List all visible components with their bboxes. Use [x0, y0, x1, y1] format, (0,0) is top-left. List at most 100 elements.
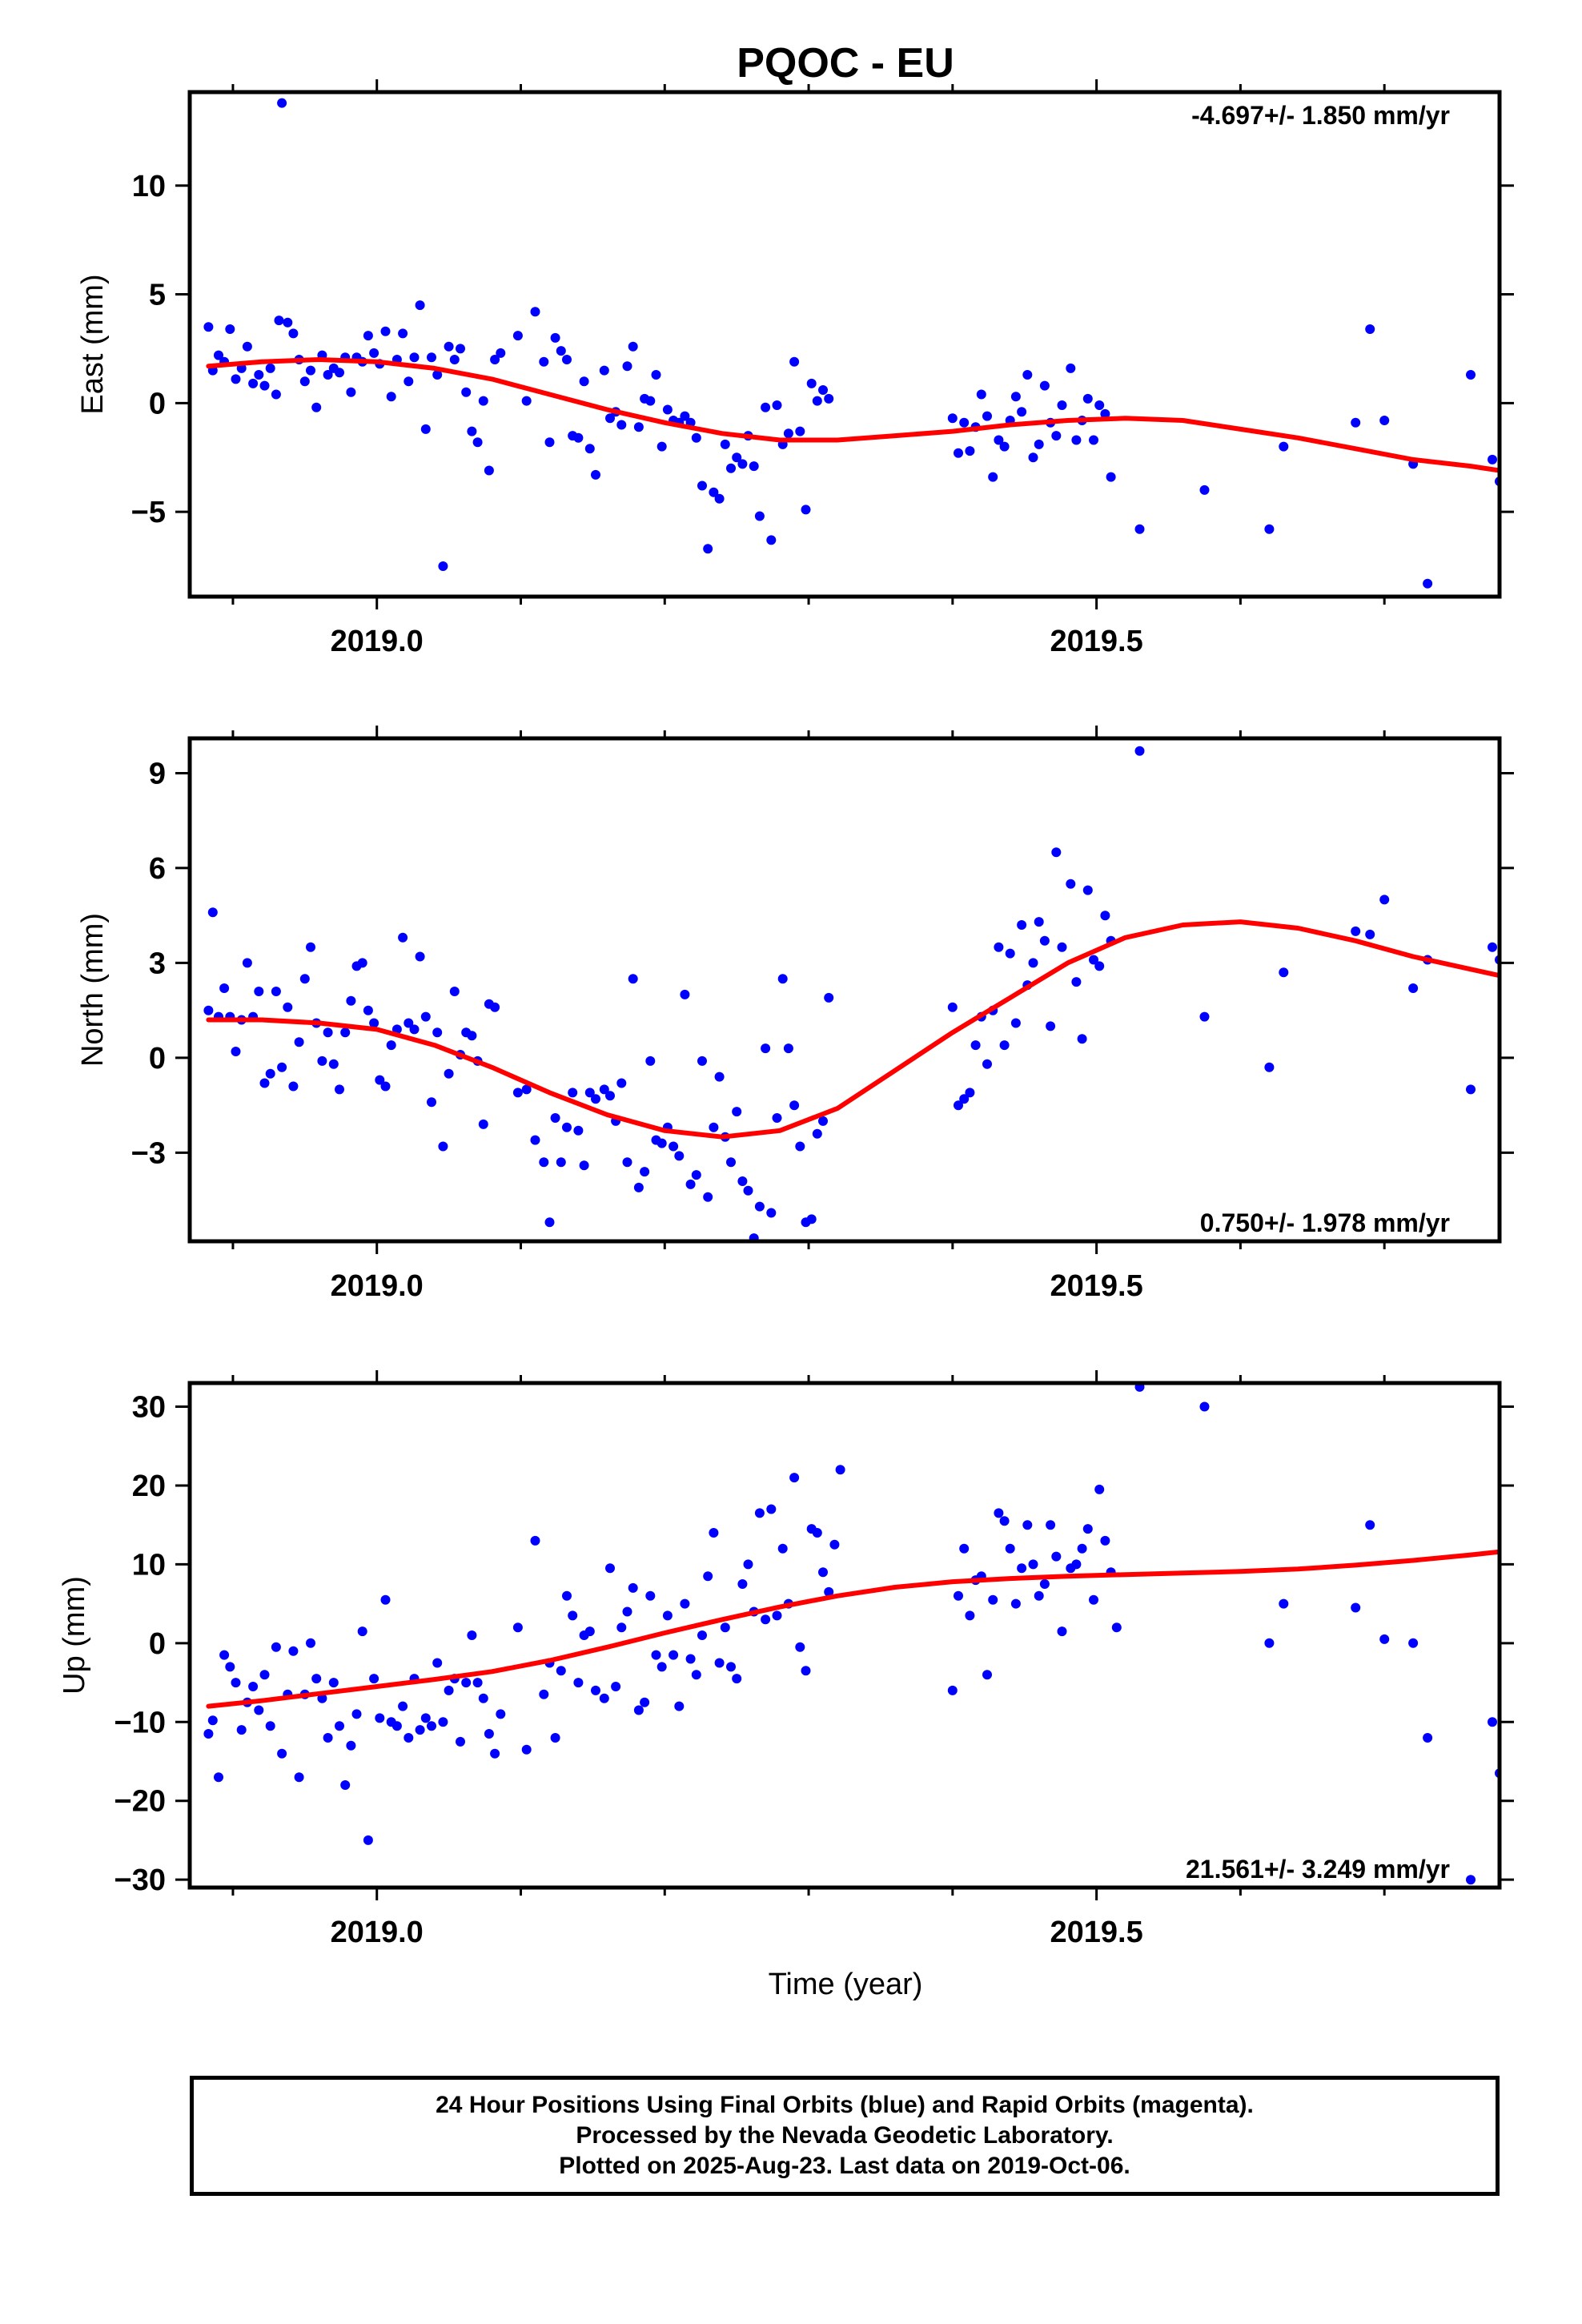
up-data-point: [645, 1590, 656, 1601]
north-data-point: [357, 958, 367, 968]
up-data-point: [271, 1642, 281, 1652]
north-data-point: [1199, 1011, 1210, 1022]
north-data-point: [1466, 1084, 1476, 1095]
north-data-point: [818, 1116, 828, 1126]
up-data-point: [616, 1622, 627, 1633]
up-data-point: [456, 1736, 465, 1747]
east-data-point: [1264, 524, 1275, 534]
north-data-point: [444, 1068, 454, 1079]
north-data-point: [432, 1027, 443, 1038]
north-data-point: [1039, 935, 1050, 946]
up-data-point: [351, 1709, 362, 1719]
chart-title: PQOC - EU: [737, 40, 954, 86]
north-data-point: [283, 1002, 293, 1012]
up-data-point: [404, 1733, 414, 1743]
footer-note: 24 Hour Positions Using Final Orbits (bl…: [190, 2076, 1500, 2196]
east-data-point: [1351, 417, 1361, 428]
east-data-point: [1094, 400, 1105, 410]
east-data-point: [214, 350, 223, 360]
east-fit-curve: [206, 357, 1500, 473]
north-fit-curve: [206, 919, 1500, 1140]
east-data-point: [550, 332, 560, 343]
east-data-point: [1488, 454, 1497, 464]
north-data-point: [1028, 958, 1038, 968]
east-data-point: [656, 441, 667, 452]
east-data-point: [726, 463, 736, 473]
north-data-point: [777, 974, 788, 984]
north-data-point: [1100, 911, 1110, 921]
up-data-point: [1089, 1594, 1098, 1605]
up-data-point: [1071, 1559, 1082, 1570]
up-data-point: [306, 1638, 315, 1648]
up-data-point: [669, 1650, 679, 1660]
panel-up: 2019.0 2019.5 −30 −20 −10 0 10 20 30 Up (mm) 21.56…: [58, 1370, 1514, 1949]
east-data-point: [732, 452, 742, 463]
up-data-point: [954, 1590, 963, 1601]
north-data-point: [1005, 948, 1015, 959]
east-data-point: [651, 370, 661, 380]
north-data-point: [783, 1043, 793, 1054]
north-data-point: [271, 987, 281, 996]
east-data-point: [432, 370, 443, 380]
east-data-point: [386, 392, 396, 402]
north-data-point: [685, 1179, 696, 1189]
east-data-point: [409, 352, 420, 363]
panel-east: 2019.0 2019.5 −5 0 5 10 East (mm) -4.697+/- 1.8…: [76, 79, 1514, 658]
up-data-point: [691, 1670, 701, 1680]
east-data-point: [231, 374, 241, 384]
east-data-point: [306, 365, 315, 376]
up-data-point: [219, 1650, 230, 1660]
east-data-point: [605, 413, 615, 424]
north-data-point: [1051, 847, 1062, 858]
east-data-point: [622, 361, 632, 372]
east-data-point: [628, 341, 638, 352]
north-data-point: [806, 1214, 817, 1224]
north-data-point: [427, 1097, 436, 1108]
up-data-point: [484, 1729, 494, 1739]
north-y-tick-label: 0: [149, 1042, 166, 1076]
up-data-point: [461, 1678, 472, 1688]
north-data-point: [1057, 942, 1067, 952]
up-data-point: [478, 1693, 488, 1703]
east-data-point: [323, 370, 333, 380]
east-y-tick-label: 10: [132, 170, 166, 203]
up-data-point: [743, 1559, 753, 1570]
up-data-point: [550, 1733, 560, 1743]
up-data-point: [1379, 1634, 1390, 1644]
up-data-point: [1094, 1484, 1105, 1494]
north-data-point: [346, 995, 356, 1006]
north-data-point: [674, 1151, 685, 1161]
up-data-point: [1466, 1875, 1476, 1885]
north-data-point: [605, 1091, 615, 1101]
up-data-point: [697, 1630, 707, 1640]
up-data-point: [685, 1654, 696, 1664]
up-data-point: [656, 1662, 667, 1672]
up-data-point: [737, 1579, 748, 1589]
up-data-point: [714, 1658, 725, 1668]
north-data-point: [656, 1138, 667, 1148]
up-data-point: [1028, 1559, 1038, 1570]
north-data-point: [521, 1084, 532, 1095]
up-y-tick-label: −30: [114, 1864, 166, 1897]
up-data-point: [259, 1670, 270, 1680]
north-data-point: [449, 987, 460, 996]
east-data-point: [1199, 485, 1210, 495]
north-data-point: [645, 1055, 656, 1066]
up-data-point: [965, 1610, 975, 1621]
east-data-point: [999, 441, 1010, 452]
up-data-point: [346, 1740, 356, 1751]
north-data-point: [824, 992, 834, 1003]
east-data-point: [444, 341, 454, 352]
up-data-point: [1488, 1717, 1497, 1727]
north-y-axis-title: North (mm): [76, 913, 110, 1067]
up-data-point: [947, 1685, 958, 1695]
north-data-points: [203, 746, 1500, 1241]
up-data-point: [521, 1744, 532, 1755]
north-data-point: [562, 1122, 572, 1132]
east-data-point: [812, 396, 822, 406]
up-data-point: [467, 1630, 477, 1640]
up-data-point: [254, 1705, 264, 1715]
up-data-point: [1046, 1520, 1056, 1530]
up-data-point: [573, 1678, 584, 1688]
east-data-point: [311, 402, 322, 412]
